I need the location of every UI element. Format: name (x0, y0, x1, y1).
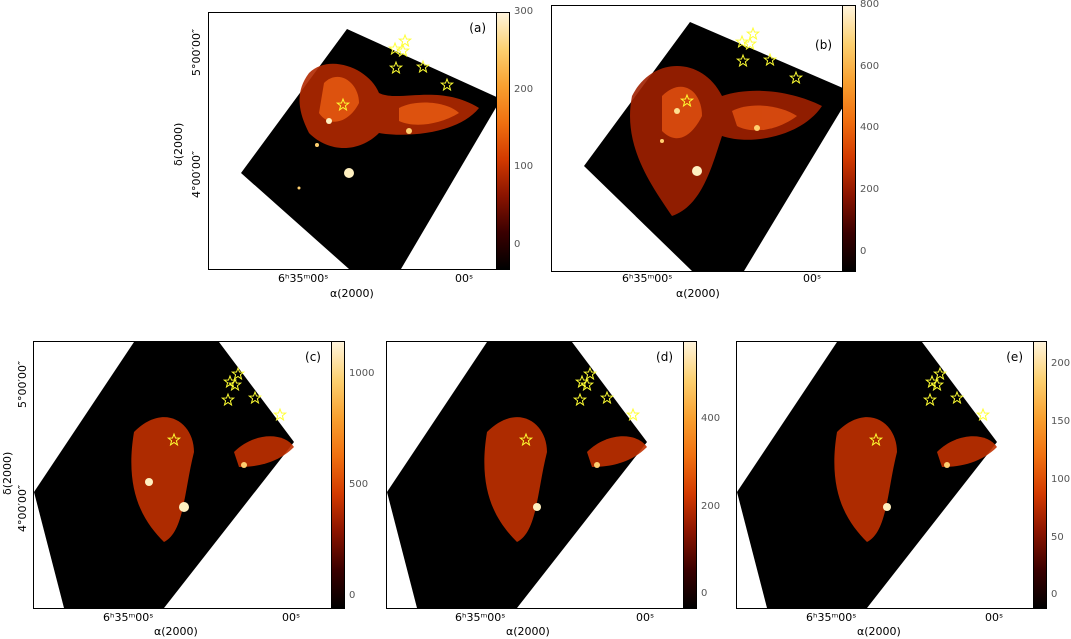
x-tick-left-e: 6ʰ35ᵐ00ˢ (806, 611, 857, 624)
colorbar-tick-d: 200 (701, 500, 721, 512)
colorbar-d (683, 341, 697, 609)
colorbar-tick-e: 100 (1051, 473, 1071, 485)
band-label-d: SPIRE 350 μm (403, 351, 446, 376)
x-tick-left-b: 6ʰ35ᵐ00ˢ (622, 272, 673, 285)
panel-index-c: (c) (305, 350, 321, 364)
star-marker (599, 390, 615, 405)
y-axis-label-a: δ(2000) (172, 122, 185, 166)
x-tick-left-d: 6ʰ35ᵐ00ˢ (455, 611, 506, 624)
x-tick-right-b: 00ˢ (803, 272, 822, 285)
colorbar-e (1033, 341, 1047, 609)
image-frame-c: SPIRE 250 μm (c) (33, 341, 332, 609)
star-marker (679, 93, 695, 108)
star-marker (220, 392, 236, 407)
star-marker (922, 392, 938, 407)
colorbar-tick-b: 0 (860, 245, 867, 257)
y-tick-bottom-c: 4°00′00″ (16, 484, 29, 532)
star-marker (439, 77, 455, 92)
x-tick-right-c: 00ˢ (282, 611, 301, 624)
star-marker (572, 392, 588, 407)
colorbar-tick-a: 200 (514, 83, 534, 95)
x-tick-left-c: 6ʰ35ᵐ00ˢ (103, 611, 154, 624)
colorbar-tick-a: 0 (514, 238, 521, 250)
x-tick-right-a: 00ˢ (455, 272, 474, 285)
colorbar-tick-e: 50 (1051, 531, 1064, 543)
colorbar-tick-e: 0 (1051, 589, 1058, 601)
emission-map-b (584, 22, 842, 271)
colorbar-tick-d: 400 (701, 413, 721, 425)
star-marker (397, 33, 413, 48)
band-label-b: PACS 160 μm (568, 25, 642, 38)
star-marker (975, 407, 991, 422)
panel-index-a: (a) (469, 21, 486, 35)
band-label-e: SPIRE 500 μm (753, 351, 796, 376)
colorbar-tick-c: 1000 (349, 368, 375, 380)
colorbar-tick-a: 100 (514, 161, 534, 173)
image-frame-b: PACS 160 μm (b) (551, 5, 843, 272)
colorbar-tick-d: 0 (701, 587, 708, 599)
x-tick-right-e: 00ˢ (985, 611, 1004, 624)
colorbar-tick-b: 600 (860, 60, 880, 72)
x-axis-label-b: α(2000) (676, 287, 720, 300)
x-axis-label-a: α(2000) (330, 287, 374, 300)
star-marker (929, 377, 945, 392)
colorbar-c (331, 341, 345, 609)
colorbar-tick-a: 300 (514, 6, 534, 17)
x-axis-label-c: α(2000) (154, 625, 198, 638)
star-marker (166, 432, 182, 447)
star-marker (788, 70, 804, 85)
star-marker (272, 407, 288, 422)
star-marker (734, 34, 750, 49)
colorbar-tick-e: 200 (1051, 358, 1071, 370)
colorbar-tick-c: 0 (349, 589, 356, 601)
colorbar-tick-e: 150 (1051, 415, 1071, 427)
emission-map-d (387, 342, 647, 608)
star-marker (868, 432, 884, 447)
star-marker (387, 41, 403, 56)
colorbar-tick-b: 400 (860, 122, 880, 134)
image-frame-d: SPIRE 350 μm (d) (386, 341, 684, 609)
star-marker (230, 366, 246, 381)
star-marker (388, 60, 404, 75)
star-marker (395, 43, 411, 58)
x-tick-right-d: 00ˢ (636, 611, 655, 624)
star-marker (949, 390, 965, 405)
band-label-c: SPIRE 250 μm (50, 351, 93, 376)
star-marker (247, 390, 263, 405)
emission-map-a (241, 29, 496, 269)
y-tick-top-a: 5°00′00″ (190, 28, 203, 76)
image-frame-a: PACS 70 μm (a) (208, 12, 497, 270)
panel-index-d: (d) (656, 350, 673, 364)
x-axis-label-e: α(2000) (857, 625, 901, 638)
y-tick-bottom-a: 4°00′00″ (190, 150, 203, 198)
y-axis-label-c: δ(2000) (1, 451, 14, 495)
colorbar-a (496, 12, 510, 270)
star-marker (932, 366, 948, 381)
star-marker (227, 377, 243, 392)
star-marker (745, 26, 761, 41)
star-marker (625, 407, 641, 422)
star-marker (579, 377, 595, 392)
star-marker (335, 97, 351, 112)
x-tick-left-a: 6ʰ35ᵐ00ˢ (278, 272, 329, 285)
colorbar-b (842, 5, 856, 272)
star-marker (762, 52, 778, 67)
star-marker (735, 53, 751, 68)
colorbar-tick-b: 800 (860, 0, 880, 10)
panel-index-b: (b) (815, 38, 832, 52)
colorbar-tick-b: 200 (860, 183, 880, 195)
colorbar-tick-c: 500 (349, 479, 369, 491)
x-axis-label-d: α(2000) (506, 625, 550, 638)
image-frame-e: SPIRE 500 μm (e) (736, 341, 1034, 609)
star-marker (742, 36, 758, 51)
star-marker (415, 59, 431, 74)
emission-map-c (34, 342, 294, 608)
y-tick-top-c: 5°00′00″ (16, 360, 29, 408)
band-label-a: PACS 70 μm (227, 28, 294, 41)
star-marker (582, 366, 598, 381)
emission-map-e (737, 342, 997, 608)
panel-index-e: (e) (1006, 350, 1023, 364)
star-marker (518, 432, 534, 447)
